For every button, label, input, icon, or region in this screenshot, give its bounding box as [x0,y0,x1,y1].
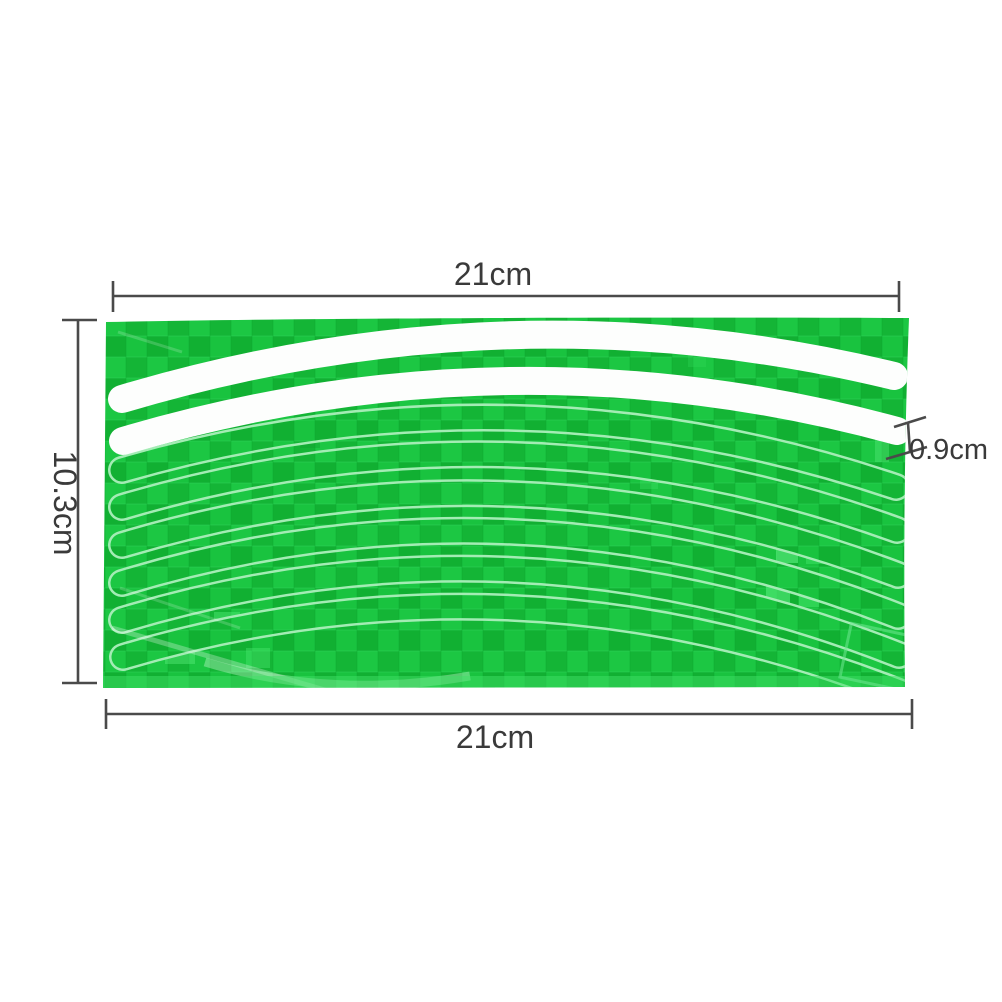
strip-width-dimension: 0.9cm [885,415,988,466]
left-dimension: 10.3cm [47,318,97,685]
crinkle-highlights [103,330,909,688]
die-cut-strip-2 [108,440,909,544]
white-strip-1 [108,320,908,413]
white-strips [108,320,909,455]
bottom-width-label: 21cm [456,719,534,755]
die-cut-strip-1 [108,403,909,501]
white-strip-2 [109,366,909,455]
die-cut-strip-3 [108,479,909,589]
die-cut-strips [108,403,909,688]
sticker-sheet [103,317,909,688]
strip-width-tick-bottom [885,445,928,461]
top-dimension: 21cm [111,256,901,312]
strip-width-label: 0.9cm [909,434,988,466]
die-cut-strip-6 [109,592,909,688]
strip-width-tick-top [893,415,927,429]
die-cut-strip-5 [108,554,909,669]
die-cut-strip-4 [108,516,909,630]
left-height-label: 10.3cm [47,451,83,556]
bottom-dimension: 21cm [104,699,914,755]
strip-width-connector [906,422,912,453]
top-width-label: 21cm [454,256,532,292]
